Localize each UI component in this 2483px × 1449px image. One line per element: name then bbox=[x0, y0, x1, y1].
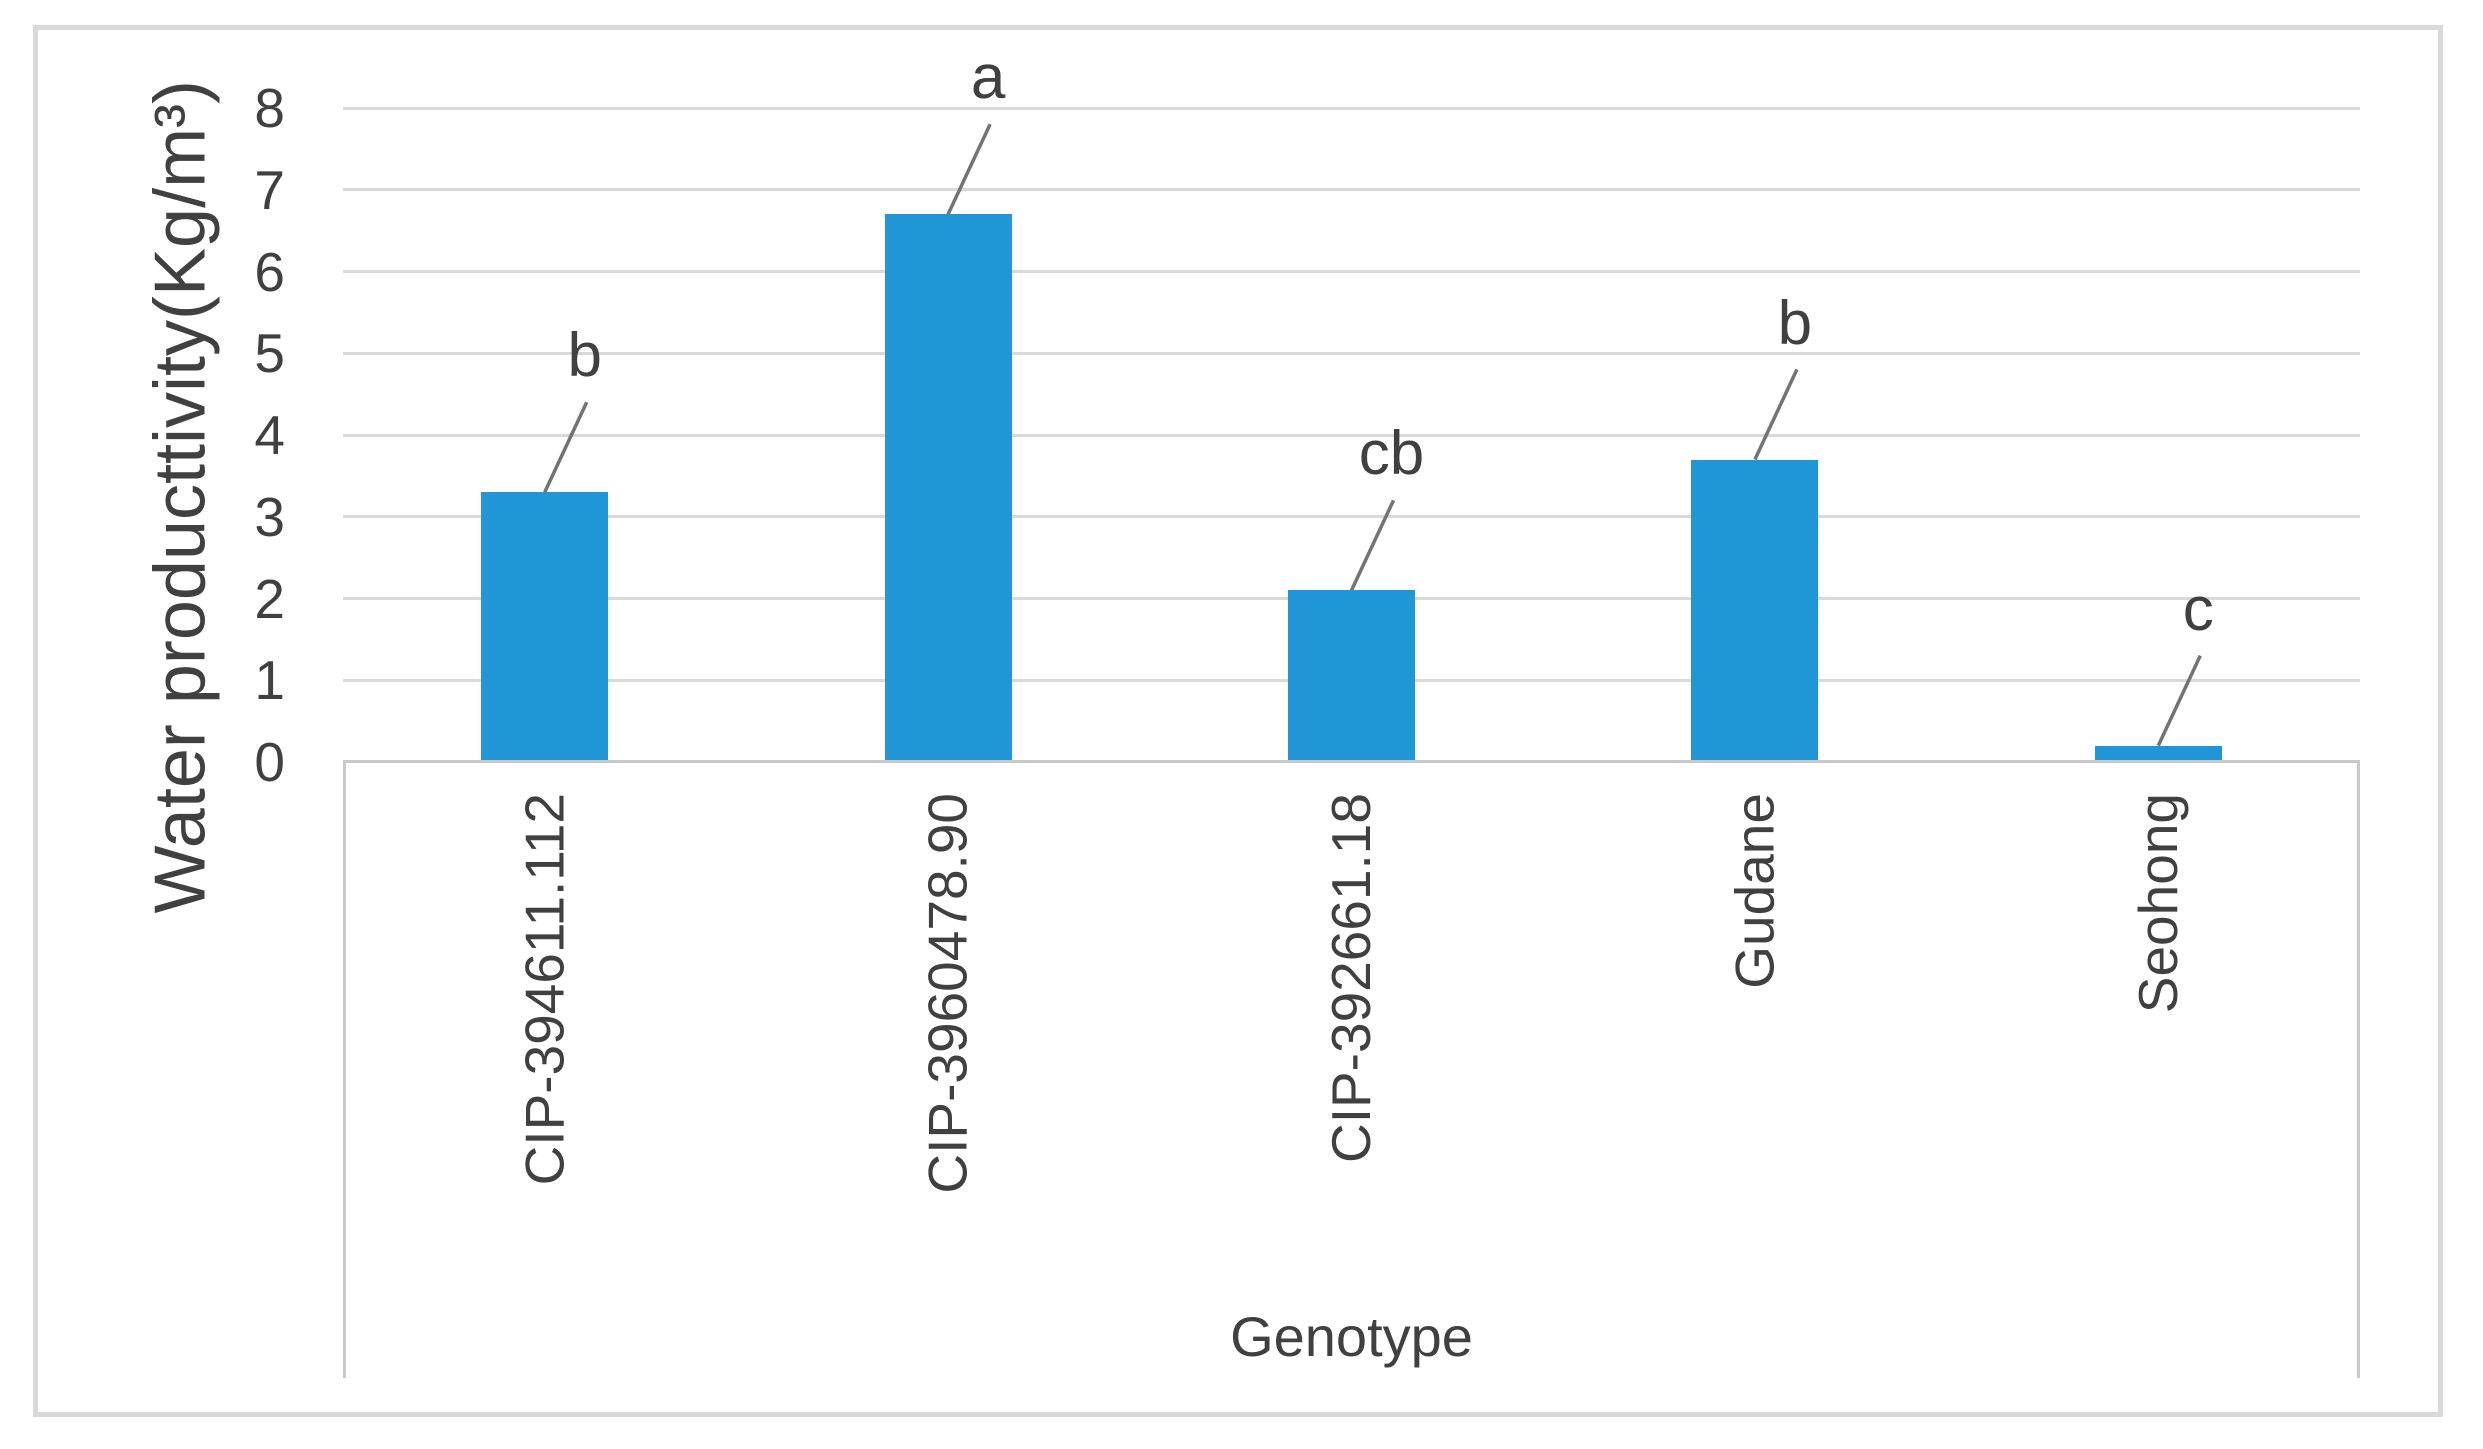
gridline-8 bbox=[343, 106, 2360, 110]
y-tick-label-3: 3 bbox=[254, 485, 285, 548]
gridline-4 bbox=[343, 433, 2360, 437]
significance-letter-CIP-3960478.90: a bbox=[970, 43, 1006, 113]
bar-CIP-392661.18 bbox=[1288, 590, 1415, 762]
x-axis-line bbox=[343, 760, 2360, 763]
gridline-5 bbox=[343, 351, 2360, 355]
bar-Seohong bbox=[2094, 745, 2222, 762]
category-label-CIP-394611.112: CIP-394611.112 bbox=[513, 793, 576, 1186]
y-axis-title: Water producttivity(Kg/m³) bbox=[140, 80, 220, 914]
significance-letter-Gudane: b bbox=[1777, 288, 1813, 358]
y-tick-label-8: 8 bbox=[254, 77, 285, 139]
y-tick-label-5: 5 bbox=[254, 322, 285, 385]
bar-CIP-394611.112 bbox=[481, 492, 609, 762]
y-tick-label-0: 0 bbox=[254, 731, 285, 793]
gridline-7 bbox=[343, 188, 2360, 192]
y-tick-label-2: 2 bbox=[254, 567, 285, 630]
category-label-CIP-3960478.90: CIP-3960478.90 bbox=[916, 793, 979, 1194]
gridline-3 bbox=[343, 515, 2360, 519]
category-label-Seohong: Seohong bbox=[2126, 793, 2189, 1014]
significance-letter-Seohong: c bbox=[2182, 574, 2214, 644]
category-area-left-border bbox=[343, 760, 346, 1378]
gridline-6 bbox=[343, 270, 2360, 273]
y-tick-label-1: 1 bbox=[254, 649, 285, 712]
significance-letter-CIP-392661.18: cb bbox=[1358, 419, 1425, 489]
category-area-right-border bbox=[2357, 760, 2360, 1378]
bar-CIP-3960478.90 bbox=[884, 214, 1012, 762]
x-axis-title: Genotype bbox=[1230, 1305, 1473, 1368]
significance-letter-CIP-394611.112: b bbox=[567, 321, 602, 391]
y-tick-label-6: 6 bbox=[254, 240, 285, 303]
figure-border bbox=[33, 25, 2443, 1417]
category-label-Gudane: Gudane bbox=[1723, 793, 1786, 989]
y-tick-label-4: 4 bbox=[254, 404, 285, 466]
bar-Gudane bbox=[1691, 459, 1819, 762]
y-tick-label-7: 7 bbox=[254, 158, 285, 221]
category-label-CIP-392661.18: CIP-392661.18 bbox=[1320, 793, 1382, 1163]
